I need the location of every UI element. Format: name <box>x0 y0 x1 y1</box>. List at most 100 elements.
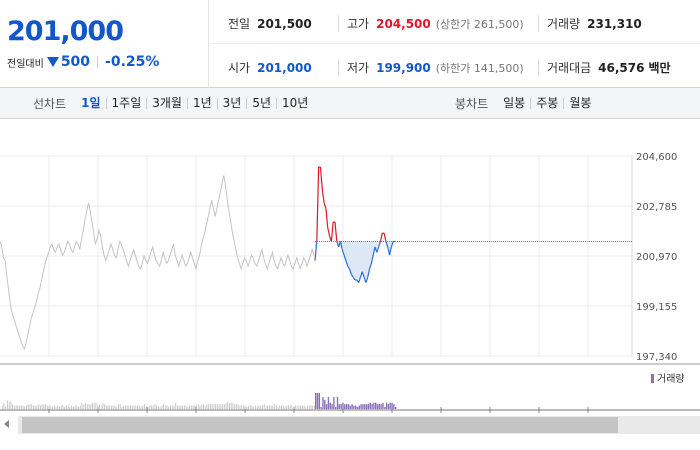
volume-bar <box>13 405 15 409</box>
tab-10y[interactable]: 10년 <box>276 97 313 109</box>
volume-bar <box>367 404 370 409</box>
period-tabbar: 선차트 1일 1주일 3개월 1년 3년 5년 10년 봉차트 일봉 주봉 월봉 <box>0 88 700 119</box>
tab-3y[interactable]: 3년 <box>216 97 247 109</box>
volume-bar <box>380 404 382 409</box>
volume-bar <box>86 404 88 409</box>
stat-low: 저가 199,900 (하한가 141,500) <box>338 59 524 76</box>
line-chart-tabs: 선차트 1일 1주일 3개월 1년 3년 5년 10년 <box>33 88 313 119</box>
volume-bar <box>336 397 339 409</box>
volume-bar <box>83 404 85 409</box>
volume-bar <box>12 404 14 409</box>
volume-bar <box>126 405 128 409</box>
volume-bar <box>314 405 315 409</box>
volume-bar <box>145 405 147 409</box>
volume-bar <box>170 405 172 409</box>
volume-bar <box>324 399 326 409</box>
volume-bar <box>373 402 375 409</box>
volume-bar <box>17 405 19 409</box>
volume-bar <box>38 404 40 409</box>
tab-1y[interactable]: 1년 <box>186 97 217 109</box>
volume-bar <box>10 401 12 409</box>
stat-label: 거래대금 <box>547 61 592 75</box>
candle-chart-label: 봉차트 <box>455 97 489 111</box>
today-segment <box>341 249 345 256</box>
volume-bar <box>74 405 76 409</box>
today-segment <box>347 265 351 270</box>
volume-bar <box>57 405 59 409</box>
volume-bar <box>260 405 262 409</box>
volume-bar <box>26 405 28 409</box>
volume-bar <box>358 405 361 409</box>
stat-high: 고가 204,500 (상한가 261,500) <box>338 15 524 32</box>
volume-bar <box>197 404 199 409</box>
stat-volume: 거래량 231,310 <box>538 15 642 32</box>
volume-bar <box>140 406 142 409</box>
stats-row-1: 전일 201,500 고가 204,500 (상한가 261,500) 거래량 … <box>210 0 700 44</box>
change-value: 500 <box>60 54 91 70</box>
volume-bar <box>215 404 217 409</box>
volume-bar <box>43 404 45 409</box>
volume-bar <box>298 405 300 409</box>
volume-bar <box>117 404 119 409</box>
today-segment <box>365 277 369 283</box>
volume-bar <box>150 405 152 409</box>
volume-bar <box>67 405 69 409</box>
volume-bar <box>277 406 279 409</box>
volume-bar <box>81 403 83 409</box>
tab-5y[interactable]: 5년 <box>246 97 276 109</box>
volume-bar <box>209 404 211 409</box>
volume-bar <box>362 404 364 409</box>
line-chart-label: 선차트 <box>33 97 67 111</box>
today-segment <box>314 241 318 261</box>
volume-bar <box>375 402 377 409</box>
today-segment <box>385 241 389 248</box>
volume-bar <box>389 402 391 409</box>
volume-bar <box>143 404 145 409</box>
current-price: 201,000 <box>7 16 124 47</box>
volume-bar <box>237 404 239 409</box>
stat-value: 204,500 <box>376 17 431 31</box>
volume-bar <box>64 406 66 409</box>
volume-bar <box>39 405 41 409</box>
today-segment <box>388 246 392 256</box>
scroll-thumb[interactable] <box>22 417 618 433</box>
chart-scrollbar[interactable] <box>0 414 700 436</box>
volume-bar <box>360 404 362 409</box>
tab-1d[interactable]: 1일 <box>81 96 101 110</box>
volume-bar <box>206 404 208 409</box>
stat-value: 46,576 <box>598 61 645 75</box>
volume-bar <box>52 406 54 409</box>
stat-label: 전일 <box>228 17 251 31</box>
y-tick-label: 200,970 <box>636 252 677 263</box>
volume-bar <box>29 404 31 409</box>
volume-bar <box>355 405 357 409</box>
volume-bar <box>356 407 359 409</box>
volume-bar <box>364 404 366 409</box>
volume-bar <box>50 405 52 409</box>
today-segment <box>330 222 334 242</box>
tab-monthly[interactable]: 월봉 <box>563 97 596 109</box>
tab-daily[interactable]: 일봉 <box>503 96 526 110</box>
volume-bar <box>281 405 283 409</box>
volume-bar <box>133 405 135 409</box>
divider <box>97 56 99 68</box>
volume-bar <box>116 406 118 409</box>
volume-bar <box>253 406 255 409</box>
stat-label: 고가 <box>347 17 370 31</box>
volume-bar <box>249 405 251 409</box>
volume-bar <box>34 405 36 409</box>
tab-3m[interactable]: 3개월 <box>146 97 187 109</box>
tab-1w[interactable]: 1주일 <box>105 97 147 109</box>
volume-bar <box>109 405 111 409</box>
tab-weekly[interactable]: 주봉 <box>530 97 563 109</box>
stat-trade-value: 거래대금 46,576 백만 <box>538 59 671 76</box>
price-box: 201,000 전일대비 500 -0.25% <box>0 0 209 88</box>
volume-bar <box>65 405 67 409</box>
volume-bar <box>171 405 173 409</box>
stat-label: 거래량 <box>547 17 581 31</box>
scroll-left-icon[interactable] <box>4 420 9 428</box>
volume-bar <box>282 405 284 409</box>
volume-bar <box>102 403 104 409</box>
volume-bar <box>213 404 215 409</box>
volume-bar <box>180 405 182 409</box>
